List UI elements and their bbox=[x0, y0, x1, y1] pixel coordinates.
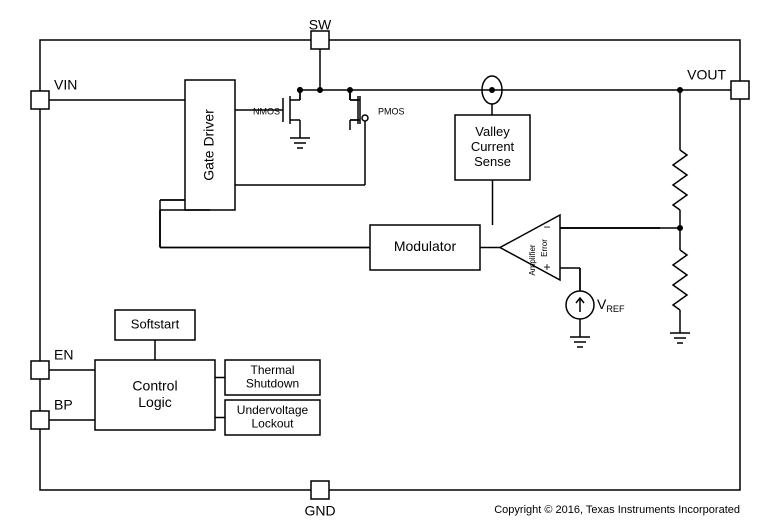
error-amp-label: Amplifier bbox=[528, 244, 537, 275]
copyright: Copyright © 2016, Texas Instruments Inco… bbox=[494, 504, 740, 516]
nmos-label: NMOS bbox=[253, 106, 280, 116]
gate_driver: Gate Driver bbox=[201, 109, 217, 181]
valley: Sense bbox=[474, 154, 511, 169]
error-amp-label: Error bbox=[540, 239, 549, 257]
softstart: Softstart bbox=[131, 316, 180, 331]
pmos-label: PMOS bbox=[378, 106, 405, 116]
uvlo: Lockout bbox=[251, 417, 294, 431]
svg-text:−: − bbox=[543, 220, 550, 234]
thermal: Thermal bbox=[250, 363, 294, 377]
pin-label: EN bbox=[54, 347, 73, 363]
pin-label: SW bbox=[309, 17, 332, 33]
valley: Valley bbox=[475, 124, 510, 139]
pin-label: GND bbox=[304, 503, 335, 519]
modulator: Modulator bbox=[394, 238, 457, 254]
valley: Current bbox=[471, 139, 515, 154]
svg-text:+: + bbox=[543, 260, 550, 274]
pin-label: VIN bbox=[54, 77, 77, 93]
thermal: Shutdown bbox=[246, 377, 299, 391]
control: Logic bbox=[138, 394, 171, 410]
pin-label: VOUT bbox=[687, 67, 726, 83]
control: Control bbox=[132, 378, 177, 394]
uvlo: Undervoltage bbox=[237, 403, 309, 417]
pin-label: BP bbox=[54, 397, 73, 413]
